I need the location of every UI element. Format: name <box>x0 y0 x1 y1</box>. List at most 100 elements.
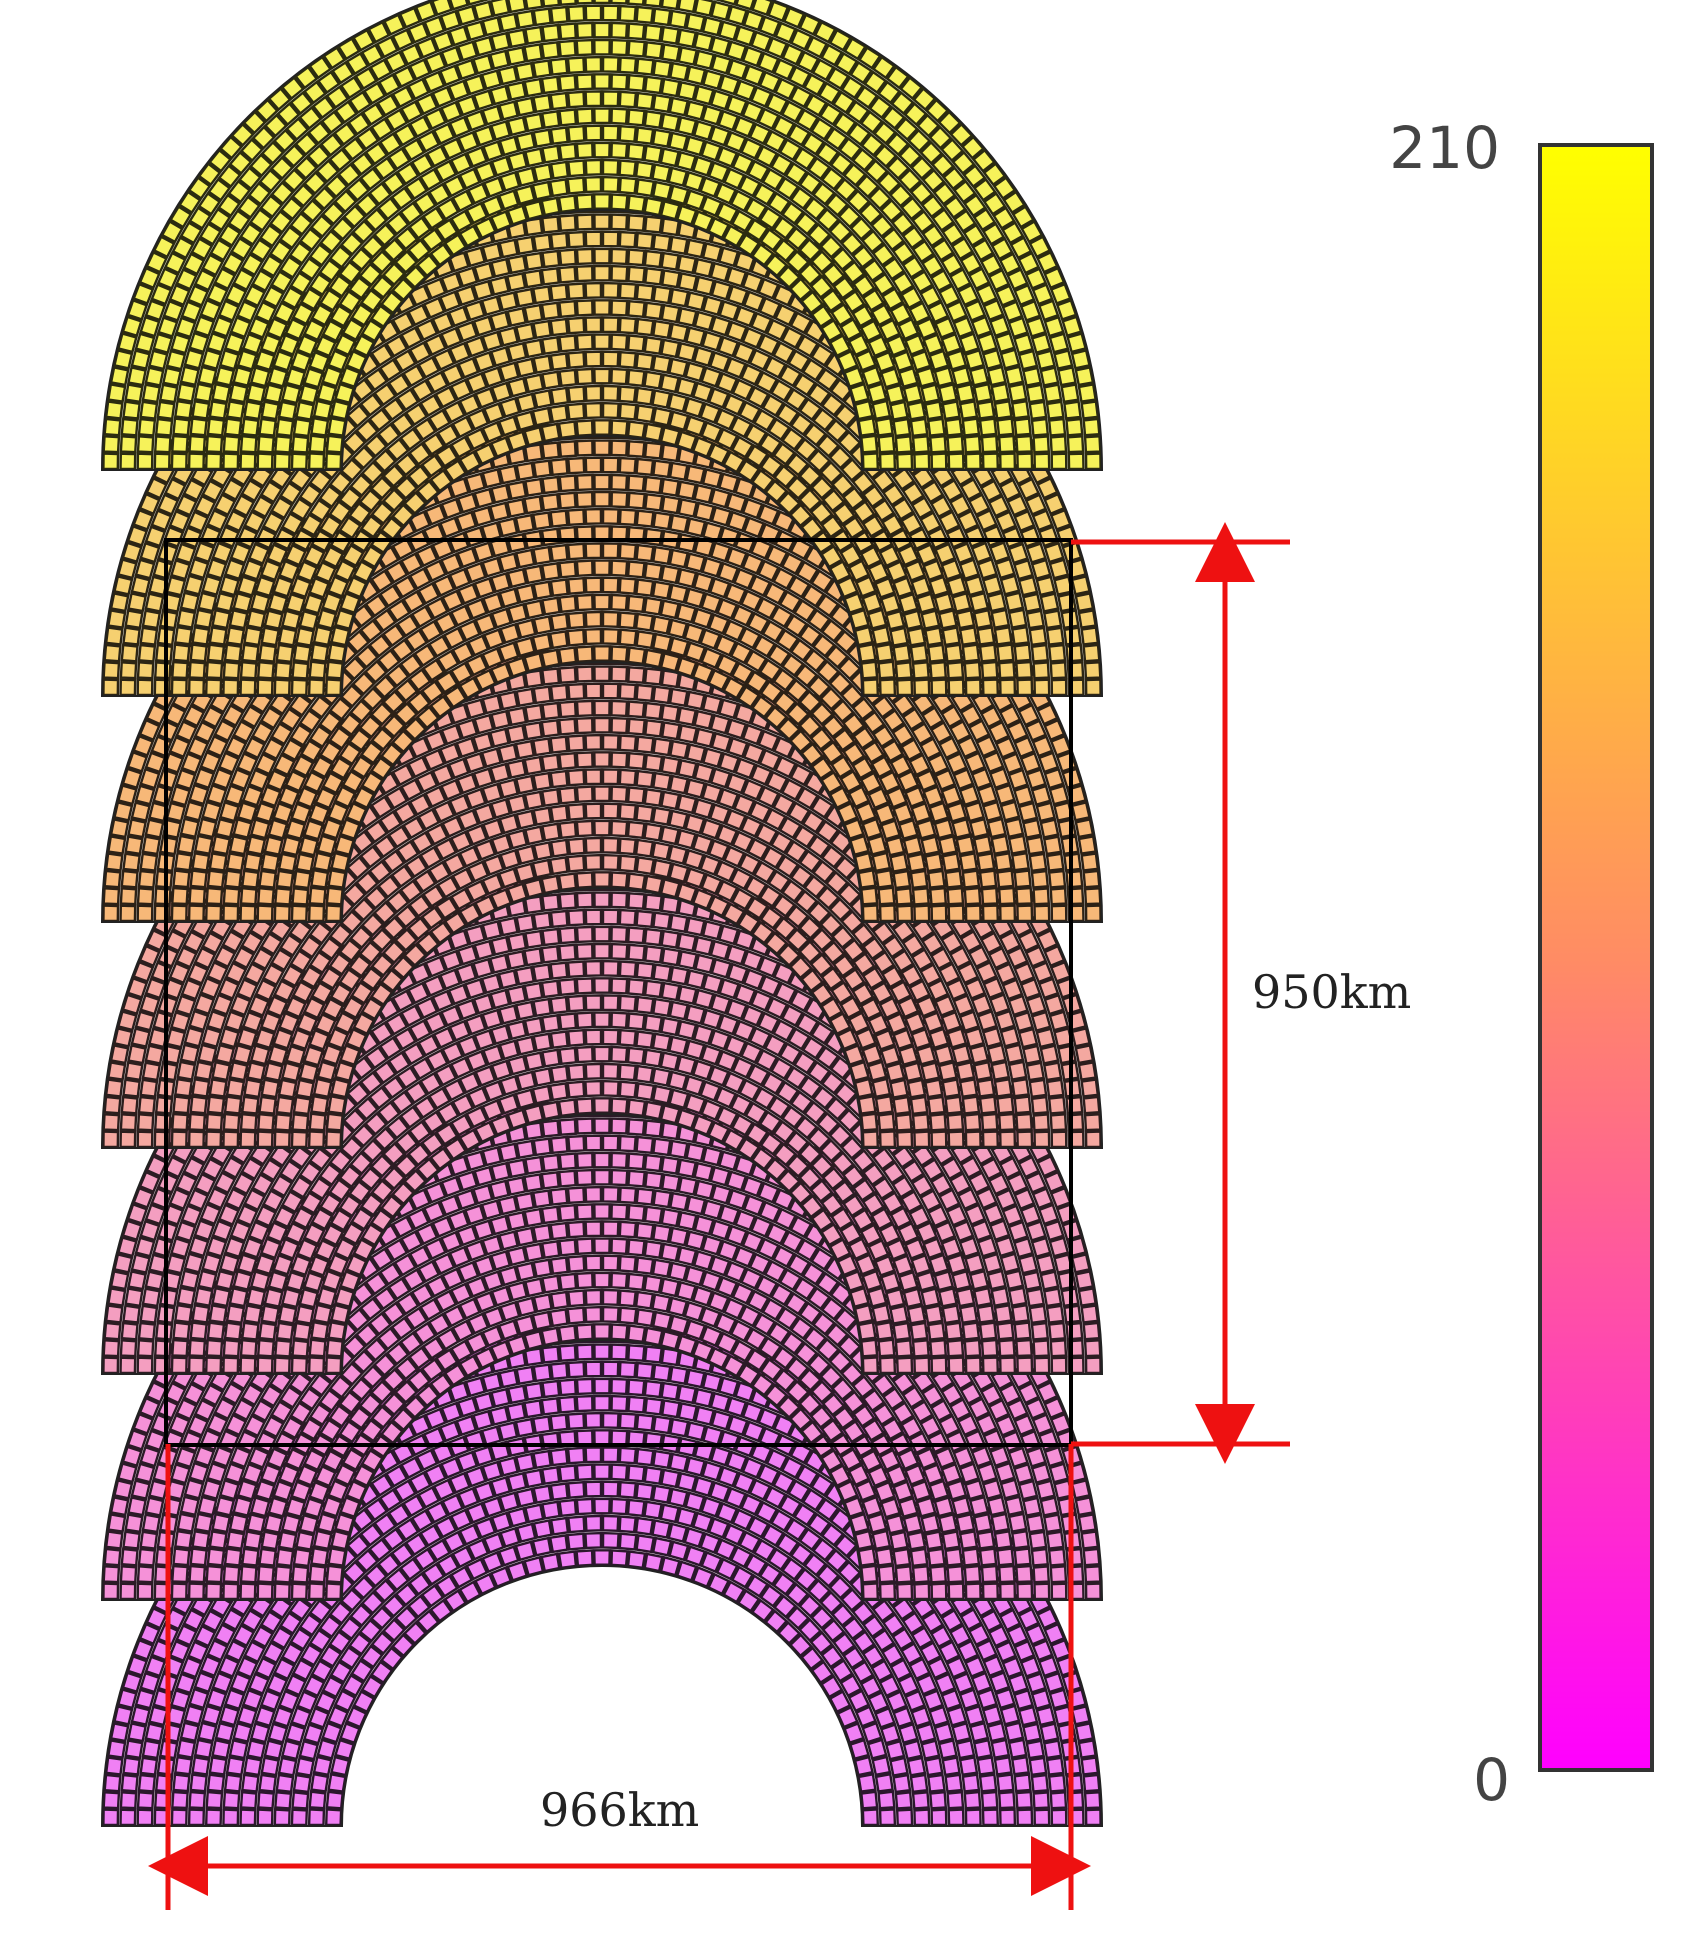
swath-cell <box>1016 1808 1034 1827</box>
swath-cell <box>170 904 188 923</box>
swath-cell <box>684 1319 707 1341</box>
swath-cell <box>610 645 629 663</box>
swath-cell <box>449 1565 474 1589</box>
swath-cell <box>193 1286 214 1308</box>
swath-cell <box>963 1338 982 1358</box>
swath-cell <box>384 1464 409 1488</box>
swath-cell <box>1084 1356 1102 1375</box>
swath-cell <box>610 1117 629 1135</box>
swath-cell <box>549 1361 569 1381</box>
swath-cell <box>610 1168 629 1187</box>
swath-cell <box>897 1270 919 1293</box>
swath-cell <box>497 1230 520 1251</box>
swath-cell <box>828 1463 852 1488</box>
swath-cell <box>785 1379 811 1404</box>
swath-cell <box>610 716 629 735</box>
swath-cell <box>321 1675 345 1699</box>
swath-cell <box>975 1638 998 1662</box>
swath-cell <box>280 835 302 857</box>
swath-cell <box>188 1338 207 1358</box>
swath-cell <box>1049 1339 1068 1358</box>
swath-cell <box>404 1532 429 1557</box>
swath-cell <box>584 610 603 629</box>
swath-cell <box>370 1473 394 1497</box>
swath-cell <box>481 1460 503 1482</box>
swath-cell <box>910 1625 934 1650</box>
swath-cell <box>188 1790 207 1810</box>
swath-cell <box>959 1607 983 1632</box>
swath-cell <box>328 1600 353 1625</box>
swath-cell <box>732 1471 756 1494</box>
swath-cell <box>627 1344 646 1362</box>
swath-cell <box>481 694 503 715</box>
swath-cell <box>643 1465 664 1486</box>
swath-cell <box>170 1130 188 1149</box>
swath-cell <box>816 1563 841 1588</box>
swath-cell <box>1030 1547 1050 1567</box>
swath-cell <box>861 678 880 697</box>
swath-cell <box>853 1755 874 1777</box>
swath-cell <box>866 1286 888 1308</box>
swath-cell <box>523 755 544 776</box>
swath-cell <box>592 1323 612 1340</box>
swath-cell <box>558 1012 578 1031</box>
swath-cell <box>798 1391 823 1417</box>
swath-cell <box>1013 869 1032 889</box>
swath-cell <box>651 1223 672 1244</box>
swath-cell <box>593 1343 611 1361</box>
swath-cell <box>789 1441 813 1465</box>
swath-cell <box>524 477 544 497</box>
swath-cell <box>524 1381 544 1401</box>
swath-cell <box>660 929 680 949</box>
swath-cell <box>593 1011 611 1029</box>
swath-cell <box>724 1486 747 1509</box>
swath-cell <box>930 904 948 923</box>
swath-cell <box>488 501 510 523</box>
swath-cell <box>456 1450 479 1473</box>
swath-cell <box>832 1631 857 1656</box>
swath-cell <box>951 817 972 840</box>
swath-cell <box>188 1687 210 1710</box>
swath-cell <box>1065 869 1084 889</box>
swath-cell <box>308 1480 331 1503</box>
swath-cell <box>722 1580 746 1604</box>
swath-cell <box>677 1175 699 1196</box>
swath-cell <box>685 690 706 711</box>
swath-cell <box>540 944 561 964</box>
swath-cell <box>884 1287 906 1309</box>
swath-cell <box>360 1590 385 1615</box>
swath-cell <box>1033 1582 1051 1601</box>
swath-cell <box>369 1660 394 1685</box>
swath-cell <box>861 1043 883 1066</box>
swath-cell <box>228 834 249 856</box>
swath-cell <box>341 1447 365 1472</box>
swath-cell <box>188 886 207 906</box>
swath-cell <box>1083 1339 1102 1358</box>
swath-cell <box>635 1361 655 1381</box>
swath-cell <box>292 1547 312 1568</box>
swath-cell <box>243 852 263 873</box>
swath-cell <box>1065 1095 1084 1115</box>
swath-cell <box>532 1293 553 1313</box>
swath-cell <box>455 510 478 533</box>
swath-cell <box>913 1356 931 1375</box>
swath-cell <box>532 911 552 931</box>
swath-cell <box>532 685 552 705</box>
swath-cell <box>618 802 638 821</box>
swath-cell <box>677 949 699 970</box>
swath-cell <box>341 1673 365 1698</box>
swath-cell <box>330 851 351 873</box>
swath-cell <box>926 1321 946 1341</box>
swath-cell <box>515 1365 536 1386</box>
swath-cell <box>458 1523 482 1546</box>
swath-cell <box>651 806 672 826</box>
swath-cell <box>980 1790 999 1810</box>
swath-cell <box>273 1356 291 1375</box>
swath-cell <box>144 1655 167 1678</box>
swath-cell <box>249 1722 271 1744</box>
swath-cell <box>634 1064 655 1084</box>
swath-cell <box>410 1508 435 1533</box>
swath-cell <box>997 1112 1016 1132</box>
swath-cell <box>643 1153 663 1173</box>
swath-cell <box>549 1413 569 1432</box>
